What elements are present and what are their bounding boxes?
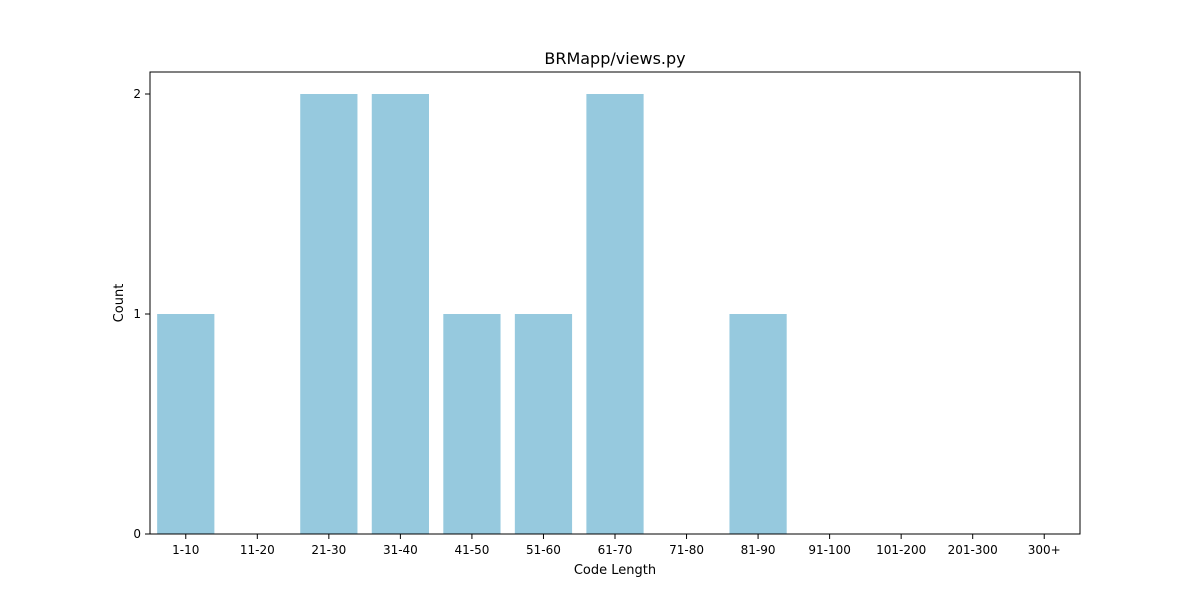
x-tick-label: 51-60	[526, 543, 561, 557]
bar-41-50	[443, 314, 501, 534]
y-axis-label: Count	[112, 284, 127, 323]
bar-81-90	[729, 314, 787, 534]
x-tick-label: 91-100	[808, 543, 851, 557]
x-tick-label: 101-200	[876, 543, 926, 557]
bars-group	[157, 94, 787, 534]
x-tick-label: 61-70	[598, 543, 633, 557]
chart-title: BRMapp/views.py	[544, 49, 685, 68]
y-axis-ticks: 0 1 2	[133, 87, 150, 541]
bar-21-30	[300, 94, 358, 534]
bar-1-10	[157, 314, 215, 534]
x-tick-label: 41-50	[454, 543, 489, 557]
x-tick-label: 201-300	[948, 543, 998, 557]
x-tick-label: 31-40	[383, 543, 418, 557]
bar-51-60	[514, 314, 573, 534]
bar-61-70	[586, 94, 644, 534]
y-tick-label: 2	[133, 87, 141, 101]
y-tick-label: 0	[133, 527, 141, 541]
x-axis-label: Code Length	[574, 563, 656, 578]
bar-31-40	[371, 94, 429, 534]
x-tick-label: 11-20	[240, 543, 275, 557]
x-tick-label: 71-80	[669, 543, 704, 557]
x-axis-ticks: 1-10 11-20 21-30 31-40 41-50 51-60 61-70 71-80 8…	[172, 534, 1061, 557]
x-tick-label: 21-30	[311, 543, 346, 557]
x-tick-label: 300+	[1028, 543, 1061, 557]
x-tick-label: 1-10	[172, 543, 199, 557]
y-tick-label: 1	[133, 307, 141, 321]
x-tick-label: 81-90	[741, 543, 776, 557]
